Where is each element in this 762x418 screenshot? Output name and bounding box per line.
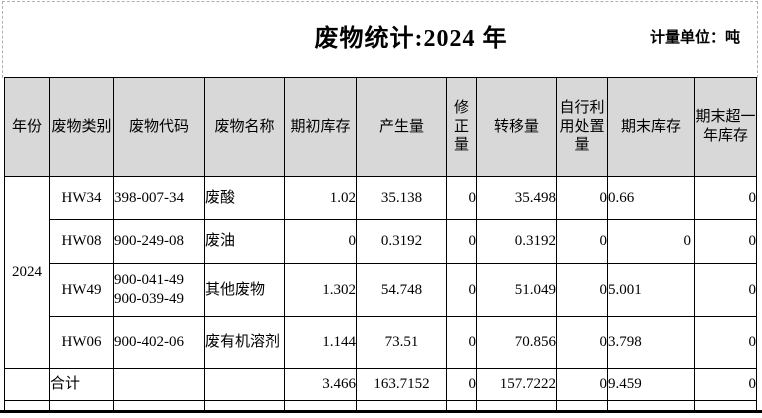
table-row: HW49 900-041-49 900-039-49 其他废物 1.302 54… (5, 263, 757, 317)
cell-transferred: 35.498 (476, 176, 557, 220)
header-generated: 产生量 (356, 77, 447, 177)
cell-generated: 73.51 (356, 316, 447, 369)
page-bottom-thick-rule (0, 410, 762, 413)
cell-code: 398-007-34 (113, 176, 205, 220)
header-ending-stock: 期末库存 (607, 77, 695, 177)
cell-total-transferred: 157.7222 (476, 368, 557, 401)
header-waste-category: 废物类别 (49, 77, 114, 177)
cell-name: 废有机溶剂 (204, 316, 285, 369)
cell-name: 其他废物 (204, 263, 285, 317)
cell-ending: 0.66 (607, 176, 695, 220)
cell-generated: 0.3192 (356, 219, 447, 264)
cell-self-disposed: 0 (556, 176, 608, 220)
cell-ending-over-year: 0 (694, 316, 757, 369)
cell-ending: 0 (607, 219, 695, 264)
cell-ending: 3.798 (607, 316, 695, 369)
cell-name: 废酸 (204, 176, 285, 220)
cell-category: HW08 (49, 219, 114, 264)
unit-label: 计量单位：吨 (649, 30, 740, 46)
stub-row (4, 400, 757, 411)
cell-correction: 0 (446, 316, 477, 369)
cell-generated: 54.748 (356, 263, 447, 317)
header-self-disposal: 自行利用处置量 (556, 77, 608, 177)
cell-year: 2024 (4, 176, 50, 369)
cell-total-ending: 9.459 (607, 368, 695, 401)
header-year: 年份 (4, 77, 50, 177)
cell-ending-over-year: 0 (694, 219, 757, 264)
cell-ending-over-year: 0 (694, 176, 757, 220)
cell-category: HW34 (49, 176, 114, 220)
header-waste-code: 废物代码 (113, 77, 205, 177)
cell-transferred: 70.856 (476, 316, 557, 369)
cell-opening: 0 (284, 219, 357, 264)
cell-total-ending-over-year: 0 (694, 368, 757, 401)
cell-total-label: 合计 (49, 368, 114, 401)
cell-name-empty (204, 368, 285, 401)
cell-code: 900-249-08 (113, 219, 205, 264)
total-row: 合计 3.466 163.7152 0 157.7222 0 9.459 0 (4, 368, 757, 401)
cell-total-correction: 0 (446, 368, 477, 401)
cell-transferred: 0.3192 (476, 219, 557, 264)
cell-self-disposed: 0 (556, 263, 608, 317)
cell-year-empty (4, 368, 50, 401)
cell-self-disposed: 0 (556, 316, 608, 369)
cell-transferred: 51.049 (476, 263, 557, 317)
page-title: 废物统计:2024 年 (314, 26, 508, 52)
cell-total-generated: 163.7152 (356, 368, 447, 401)
header-transferred: 转移量 (476, 77, 557, 177)
header-correction: 修正量 (446, 77, 477, 177)
cell-correction: 0 (446, 219, 477, 264)
cell-category: HW49 (49, 263, 114, 317)
cell-correction: 0 (446, 263, 477, 317)
cell-total-opening: 3.466 (284, 368, 357, 401)
cell-self-disposed: 0 (556, 219, 608, 264)
cell-opening: 1.144 (284, 316, 357, 369)
header-ending-over-year: 期末超一年库存 (694, 77, 757, 177)
table-row: HW06 900-402-06 废有机溶剂 1.144 73.51 0 70.8… (5, 316, 757, 369)
table-row: 2024 HW34 398-007-34 废酸 1.02 35.138 0 35… (4, 176, 757, 369)
cell-opening: 1.02 (284, 176, 357, 220)
waste-statistics-table: 年份 废物类别 废物代码 废物名称 期初库存 产生量 修正量 转移量 自行利用处… (4, 77, 757, 411)
cell-code: 900-041-49 900-039-49 (113, 263, 205, 317)
cell-name: 废油 (204, 219, 285, 264)
cell-correction: 0 (446, 176, 477, 220)
header-waste-name: 废物名称 (204, 77, 285, 177)
cell-ending-over-year: 0 (694, 263, 757, 317)
cell-code-empty (113, 368, 205, 401)
cell-ending: 5.001 (607, 263, 695, 317)
cell-code: 900-402-06 (113, 316, 205, 369)
cell-total-self-disposed: 0 (556, 368, 608, 401)
cell-opening: 1.302 (284, 263, 357, 317)
table-row: HW08 900-249-08 废油 0 0.3192 0 0.3192 0 0… (5, 219, 757, 264)
header-opening-stock: 期初库存 (284, 77, 357, 177)
header-row: 年份 废物类别 废物代码 废物名称 期初库存 产生量 修正量 转移量 自行利用处… (4, 77, 757, 177)
cell-generated: 35.138 (356, 176, 447, 220)
cell-category: HW06 (49, 316, 114, 369)
